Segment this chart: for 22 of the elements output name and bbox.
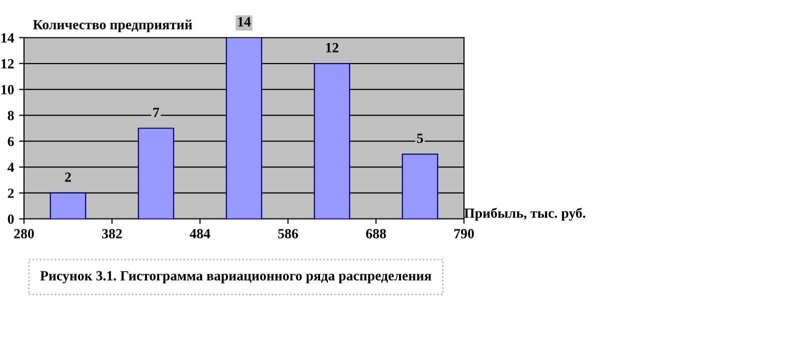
x-tick-label: 790 <box>454 229 474 238</box>
x-tick-label: 280 <box>14 229 34 238</box>
x-tick-label: 484 <box>190 229 210 238</box>
text: Рисунок 3.1. Гистограмма вариационного ряда распределения <box>40 271 432 284</box>
x-tick-label: 382 <box>102 229 122 238</box>
data-label: 2 <box>65 172 71 182</box>
y-tick-label: 2 <box>8 188 14 198</box>
y-axis-title: Количество предприятий <box>33 20 192 32</box>
data-label: 12 <box>326 43 338 52</box>
y-tick-label: 8 <box>8 110 14 120</box>
y-tick-label: 14 <box>2 33 14 42</box>
y-tick-label: 0 <box>8 214 14 224</box>
x-tick-label: 586 <box>278 229 298 238</box>
data-label: 5 <box>417 134 423 143</box>
y-tick-label: 10 <box>2 84 14 94</box>
x-tick-label: 688 <box>366 229 386 238</box>
y-tick-label: 12 <box>2 59 14 68</box>
data-label: 14 <box>238 17 251 26</box>
x-axis-title: Прибыль, тыс. руб. <box>464 208 586 221</box>
data-label: 7 <box>153 108 160 117</box>
y-tick-label: 6 <box>8 136 14 146</box>
y-tick-label: 4 <box>8 162 14 172</box>
